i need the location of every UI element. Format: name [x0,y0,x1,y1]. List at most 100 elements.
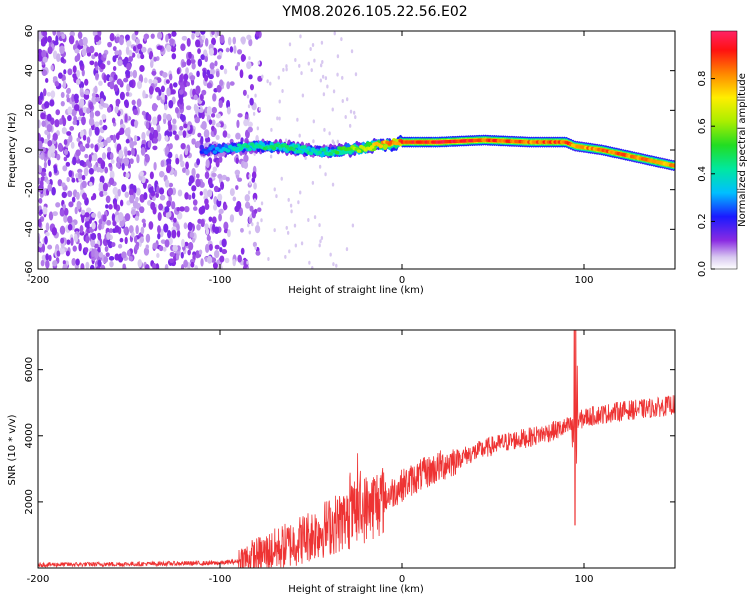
heatmap-cell [309,47,312,52]
heatmap-cell [104,166,109,174]
heatmap-cell [196,223,201,231]
heatmap-cell [194,116,200,124]
heatmap-cell [73,233,78,242]
heatmap-cell [139,206,145,214]
heatmap-cell [195,178,201,188]
heatmap-cell [144,264,150,269]
heatmap-cell [38,242,43,248]
ridge-cell [234,146,239,151]
heatmap-cell [126,62,132,71]
heatmap-cell [261,74,264,79]
heatmap-cell [278,116,281,121]
heatmap-cell [223,68,228,75]
heatmap-cell [195,39,201,48]
heatmap-cell [180,142,186,150]
heatmap-cell [236,61,241,67]
heatmap-cell [59,118,63,125]
heatmap-cell [121,184,127,193]
heatmap-cell [134,215,139,221]
heatmap-cell [134,119,138,129]
heatmap-cell [153,161,157,171]
heatmap-cell [195,31,200,37]
heatmap-cell [98,218,103,225]
heatmap-cell [52,133,58,141]
heatmap-cell [246,172,250,180]
heatmap-cell [276,116,279,121]
heatmap-cell [241,54,246,62]
heatmap-cell [124,99,129,108]
heatmap-cell [52,260,58,267]
heatmap-cell [67,114,72,122]
heatmap-cell [206,255,213,264]
heatmap-cell [206,106,212,116]
heatmap-cell [311,42,315,47]
colorbar-tick-label: 0.0 [697,261,708,277]
heatmap-cell [164,103,168,111]
heatmap-cell [229,81,235,86]
heatmap-cell [63,69,67,75]
heatmap-cell [75,78,81,85]
heatmap-cell [248,38,253,47]
heatmap-cell [88,117,95,126]
heatmap-cell [181,167,187,173]
heatmap-cell [226,106,231,115]
heatmap-cell [186,81,191,87]
colorbar-label: Normalized spectral amplitude [737,73,748,227]
heatmap-cell [106,219,112,226]
heatmap-cell [200,205,206,214]
heatmap-cell [318,164,322,169]
heatmap-cell [324,172,327,177]
heatmap-cell [199,191,203,196]
heatmap-cell [150,127,155,133]
heatmap-cell [61,127,68,135]
heatmap-cell [185,161,189,170]
heatmap-cell [40,259,45,267]
heatmap-cell [168,182,174,188]
heatmap-cell [180,160,185,168]
heatmap-cell [98,80,103,86]
heatmap-cell [312,139,315,144]
heatmap-cell [40,171,46,177]
heatmap-cell [156,185,160,194]
heatmap-cell [47,158,51,167]
heatmap-cell [59,225,66,235]
top-y-axis-label: Frequency (Hz) [7,112,18,188]
heatmap-cell [75,258,80,266]
heatmap-cell [57,179,63,187]
heatmap-cell [172,130,177,135]
heatmap-cell [80,263,85,269]
heatmap-cell [135,38,140,45]
heatmap-cell [171,201,176,210]
heatmap-cell [79,143,84,152]
heatmap-cell [98,251,104,258]
heatmap-cell [126,150,132,156]
heatmap-cell [124,191,130,198]
heatmap-cell [163,223,169,233]
heatmap-cell [158,203,164,211]
heatmap-cell [212,262,218,269]
heatmap-cell [203,49,208,56]
heatmap-cell [43,161,48,169]
heatmap-cell [256,126,260,131]
ridge-cell [308,151,314,156]
heatmap-cell [65,161,71,167]
heatmap-cell [45,78,49,83]
heatmap-cell [189,124,193,134]
heatmap-cell [77,168,83,174]
heatmap-cell [129,70,133,77]
heatmap-cell [255,250,261,256]
heatmap-cell [162,246,167,252]
heatmap-cell [40,176,46,181]
heatmap-cell [134,31,139,36]
heatmap-cell [38,235,41,245]
heatmap-cell [104,245,109,253]
heatmap-cell [280,176,283,181]
heatmap-cell [128,255,133,262]
heatmap-cell [213,185,219,193]
heatmap-cell [232,258,236,267]
heatmap-cell [81,49,87,57]
heatmap-cell [91,95,97,105]
heatmap-cell [212,223,216,233]
heatmap-cell [80,91,85,98]
heatmap-cell [63,149,69,156]
